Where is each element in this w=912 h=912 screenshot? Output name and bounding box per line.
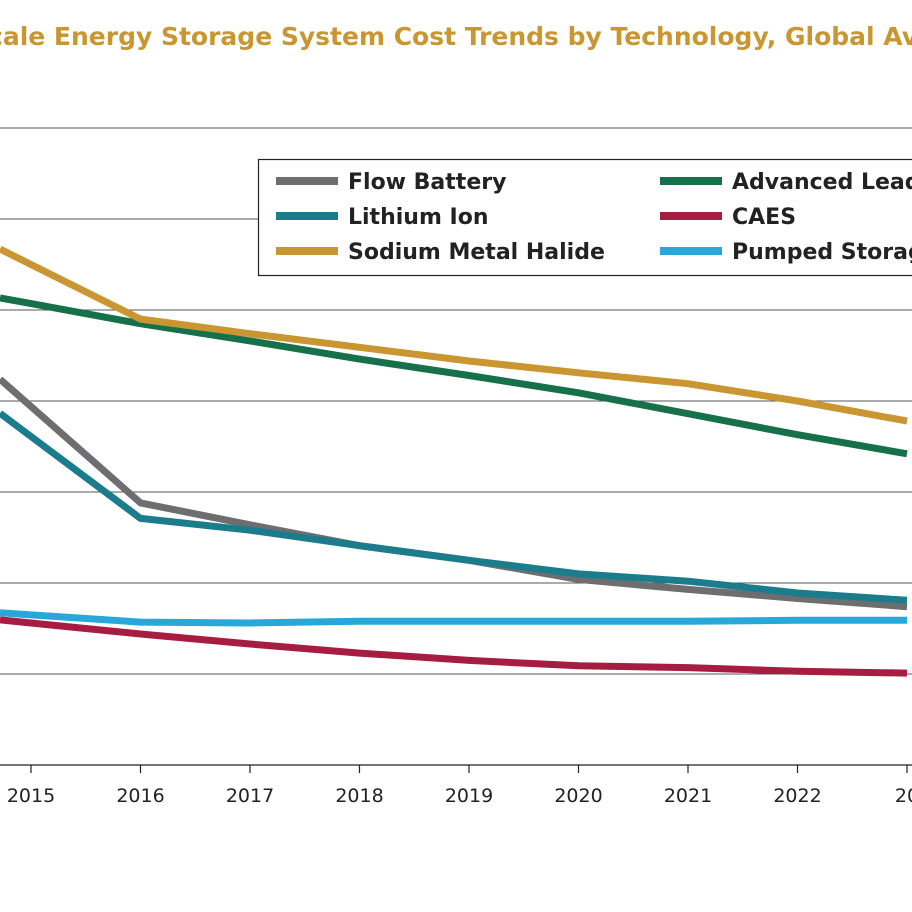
series-lines [0, 245, 908, 677]
legend-label-pumped-storag: Pumped Storag [732, 240, 912, 265]
legend-label-sodium-metal-halide: Sodium Metal Halide [348, 240, 605, 265]
legend: Flow Battery Advanced Lead- Lithium Ion CAE… [257, 158, 912, 277]
chart-title: cale Energy Storage System Cost Trends b… [0, 22, 912, 62]
series-line-lithium-ion [0, 410, 908, 604]
series-line-flow-battery [0, 376, 908, 611]
chart-title-text: cale Energy Storage System Cost Trends b… [0, 22, 912, 51]
x-tick-label: 2019 [445, 785, 493, 807]
series-line-caes [0, 616, 908, 677]
x-tick-label: 2021 [664, 785, 712, 807]
x-tick-label: 2016 [116, 785, 164, 807]
x-axis: 2015 2016 2017 2018 2019 2020 2021 2022 20 [7, 765, 912, 807]
legend-label-lithium-ion: Lithium Ion [348, 205, 489, 230]
legend-label-flow-battery: Flow Battery [348, 170, 506, 195]
series-line-sodium-metal-halide [0, 245, 908, 425]
x-tick-label: 20 [895, 785, 912, 807]
legend-label-advanced-lead: Advanced Lead- [732, 170, 912, 195]
x-tick-label: 2018 [335, 785, 383, 807]
x-tick-label: 2015 [7, 785, 55, 807]
series-line-advanced-lead [0, 294, 908, 458]
x-tick-label: 2020 [554, 785, 602, 807]
x-tick-label: 2017 [226, 785, 274, 807]
x-tick-label: 2022 [773, 785, 821, 807]
series-line-pumped-storag [0, 609, 907, 627]
legend-box [257, 158, 912, 277]
legend-label-caes: CAES [732, 205, 796, 230]
